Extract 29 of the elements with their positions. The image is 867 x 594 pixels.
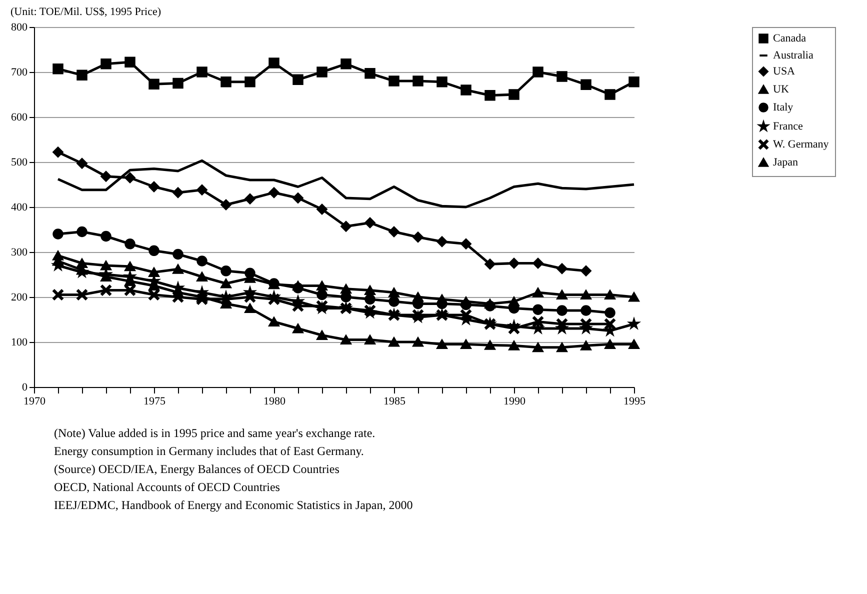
legend-label: Italy: [773, 102, 794, 114]
y-tick-label: 600: [11, 112, 28, 124]
y-tick-label: 700: [11, 66, 28, 78]
y-tick-label: 300: [11, 246, 28, 258]
y-tick-label: 200: [11, 292, 28, 304]
legend-label: Canada: [773, 32, 806, 44]
text: (Note) Value added is in 1995 price and same year's exchange rate.: [54, 426, 376, 440]
y-tick-label: 400: [11, 202, 28, 214]
chart-title: (Unit: TOE/Mil. US$, 1995 Price): [10, 6, 162, 18]
x-tick-label: 1990: [504, 396, 526, 408]
x-tick-label: 1970: [24, 396, 46, 408]
x-tick-label: 1980: [264, 396, 286, 408]
legend-label: UK: [773, 84, 789, 96]
text: Energy consumption in Germany includes that of East Germany.: [54, 444, 364, 458]
y-tick-label: 100: [11, 336, 28, 348]
y-tick-label: 0: [22, 382, 28, 394]
legend-label: France: [773, 120, 804, 132]
legend-label: Japan: [773, 156, 799, 168]
legend-label: Australia: [773, 50, 814, 62]
legend-label: USA: [773, 66, 796, 78]
text: (Source) OECD/IEA, Energy Balances of OECD Countries: [54, 462, 340, 476]
x-tick-label: 1975: [144, 396, 166, 408]
legend-label: W. Germany: [773, 138, 830, 150]
y-tick-label: 500: [11, 156, 28, 168]
text: OECD, National Accounts of OECD Countries: [54, 480, 280, 494]
y-tick-label: 800: [11, 22, 28, 34]
text: IEEJ/EDMC, Handbook of Energy and Economic Statistics in Japan, 2000: [54, 498, 413, 512]
x-tick-label: 1995: [624, 396, 646, 408]
x-tick-label: 1985: [384, 396, 406, 408]
